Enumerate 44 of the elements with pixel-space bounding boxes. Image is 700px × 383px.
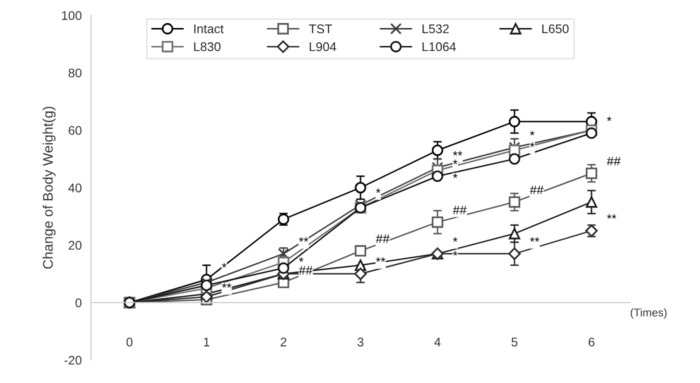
y-tick-label: -20 [64, 356, 82, 365]
annotation: ## [452, 206, 467, 214]
annotation: ** [376, 257, 386, 262]
x-tick-label: 1 [204, 338, 210, 346]
y-tick-label: 60 [68, 126, 82, 135]
legend-label: L830 [194, 42, 220, 52]
legend-label: L650 [542, 24, 569, 34]
annotation: ## [606, 156, 621, 166]
x-tick-label: 3 [358, 338, 364, 346]
annotation: ## [530, 186, 544, 194]
annotation: * [452, 237, 458, 242]
legend-label: L904 [310, 42, 336, 52]
y-tick-label: 0 [76, 298, 82, 308]
x-tick-label: 5 [512, 338, 518, 346]
x-axis-title: (Times) [630, 308, 667, 319]
y-tick-label: 80 [68, 68, 82, 78]
annotation: ## [376, 234, 390, 243]
legend-label: L1064 [422, 42, 456, 52]
annotation: * [606, 116, 612, 122]
annotation: * [298, 257, 304, 262]
legend-label: Intact [194, 24, 224, 34]
y-tick-label: 20 [68, 240, 82, 250]
annotation: * [530, 142, 534, 147]
y-tick-label: 40 [68, 183, 82, 192]
annotation: * [222, 263, 226, 268]
y-axis-title: Change of Body Weight(g) [42, 106, 56, 269]
annotation: * [452, 251, 458, 256]
legend-label: TST [309, 24, 332, 34]
annotation: * [452, 160, 458, 164]
annotation: ** [222, 283, 232, 288]
annotation: * [452, 174, 458, 178]
annotation: ** [606, 214, 616, 219]
annotation: ** [530, 237, 540, 242]
x-tick-label: 2 [280, 338, 286, 346]
x-tick-label: 4 [434, 338, 441, 346]
legend-label: L532 [422, 24, 449, 34]
annotation: ** [452, 151, 462, 156]
annotation: * [530, 130, 534, 136]
x-tick-label: 0 [126, 338, 132, 346]
x-tick-label: 6 [588, 338, 594, 346]
annotation: ** [298, 237, 308, 242]
annotation: * [376, 188, 380, 193]
annotation: ## [298, 266, 313, 275]
y-tick-label: 100 [62, 11, 82, 20]
